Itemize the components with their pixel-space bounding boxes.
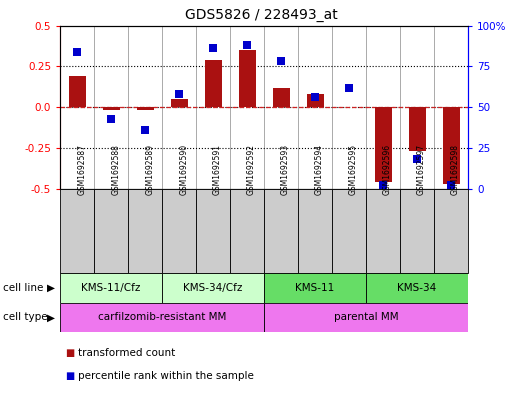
Bar [264,303,468,332]
Text: KMS-11/Cfz: KMS-11/Cfz [82,283,141,293]
Bar [204,60,222,107]
Point [447,182,456,189]
Bar [60,303,264,332]
Point [345,84,354,91]
Text: GSM1692593: GSM1692593 [281,144,290,195]
Bar [103,107,120,110]
Bar [272,88,290,107]
Bar [298,189,332,273]
Point [311,94,320,101]
Point [107,116,116,122]
Text: GSM1692594: GSM1692594 [315,144,324,195]
Text: GSM1692590: GSM1692590 [179,144,188,195]
Text: GSM1692587: GSM1692587 [77,144,86,195]
Text: GSM1692595: GSM1692595 [349,144,358,195]
Bar [137,107,154,110]
Bar [238,50,256,107]
Text: GSM1692596: GSM1692596 [383,144,392,195]
Bar [128,189,162,273]
Text: transformed count: transformed count [78,349,176,358]
Point [277,58,286,64]
Point [243,42,252,48]
Point [413,156,422,162]
Text: KMS-34/Cfz: KMS-34/Cfz [184,283,243,293]
Text: carfilzomib-resistant MM: carfilzomib-resistant MM [98,312,226,322]
Text: KMS-11: KMS-11 [295,283,335,293]
Bar [434,189,468,273]
Bar [264,189,298,273]
Bar [408,107,426,151]
Bar [60,273,162,303]
Point [141,127,150,133]
Text: GSM1692597: GSM1692597 [417,144,426,195]
Point [209,45,218,51]
Bar [374,107,392,182]
Text: ▶: ▶ [47,283,55,293]
Text: GSM1692592: GSM1692592 [247,144,256,195]
Bar [162,273,264,303]
Bar [264,273,366,303]
Text: GDS5826 / 228493_at: GDS5826 / 228493_at [185,7,338,22]
Bar [230,189,264,273]
Text: cell type: cell type [3,312,47,322]
Bar [366,273,468,303]
Text: GSM1692588: GSM1692588 [111,145,120,195]
Bar [162,189,196,273]
Bar [69,76,86,107]
Bar [442,107,460,184]
Text: ■: ■ [65,349,75,358]
Bar [332,189,366,273]
Text: ▶: ▶ [47,312,55,322]
Bar [196,189,230,273]
Text: KMS-34: KMS-34 [397,283,437,293]
Point [379,182,388,189]
Text: percentile rank within the sample: percentile rank within the sample [78,371,254,381]
Bar [306,94,324,107]
Point [175,91,184,97]
Bar [366,189,400,273]
Text: GSM1692598: GSM1692598 [451,144,460,195]
Text: GSM1692589: GSM1692589 [145,144,154,195]
Text: ■: ■ [65,371,75,381]
Bar [94,189,128,273]
Text: parental MM: parental MM [334,312,399,322]
Bar [60,189,94,273]
Bar [400,189,434,273]
Point [73,48,82,55]
Text: GSM1692591: GSM1692591 [213,144,222,195]
Bar [170,99,188,107]
Text: cell line: cell line [3,283,43,293]
